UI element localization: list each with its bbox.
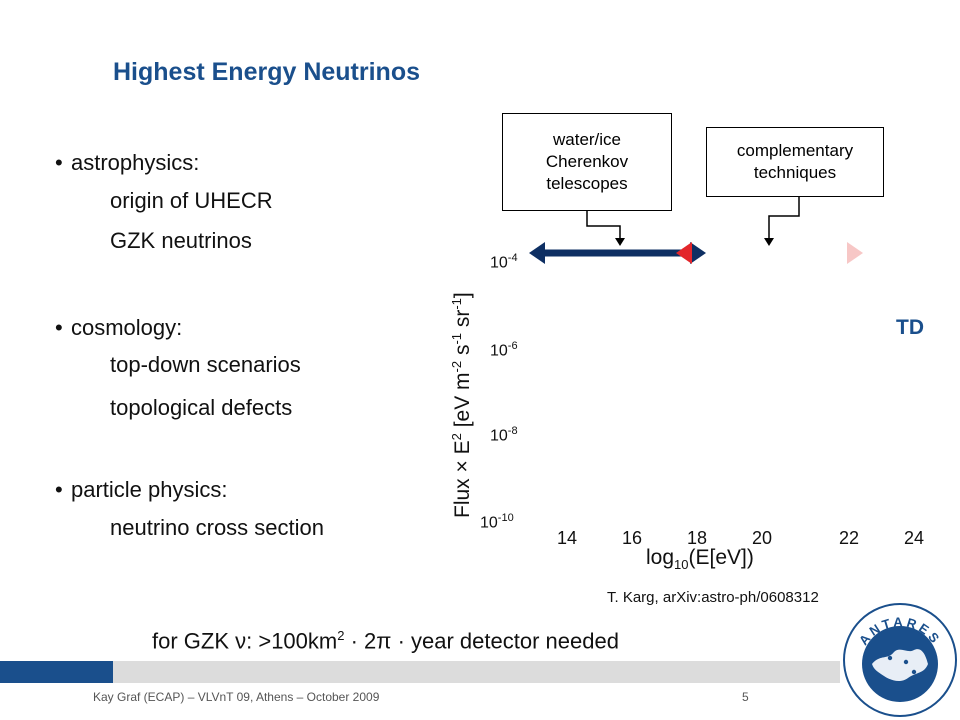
sub-item: neutrino cross section: [110, 515, 324, 540]
figure-reference: T. Karg, arXiv:astro-ph/0608312: [607, 589, 819, 606]
footer-bar: [113, 661, 840, 683]
sub-item: origin of UHECR: [110, 188, 273, 213]
y-tick-label: 10-4: [490, 252, 518, 272]
x-tick-label: 22: [839, 528, 860, 548]
x-axis-label: log10(E[eV]): [646, 546, 754, 573]
bullet-dot: •: [55, 315, 63, 340]
bullet-dot: •: [55, 150, 63, 175]
pi-symbol: π: [376, 628, 392, 654]
bullet-label: cosmology:: [71, 315, 183, 340]
x-tick-label: 18: [687, 528, 708, 548]
callout-line: water/ice: [552, 130, 622, 149]
callout-line: complementary: [736, 141, 854, 160]
red-arrow-head-left: [676, 242, 692, 264]
red-arrow-head-right: [847, 242, 863, 264]
footer-text: Kay Graf (ECAP) – VLVnT 09, Athens – Oct…: [93, 690, 380, 704]
page-number: 5: [742, 690, 749, 704]
callout-complementary: complementary techniques: [706, 127, 884, 197]
bullet-cosmology: • cosmology:: [55, 315, 182, 341]
callout-line: techniques: [753, 163, 837, 182]
nu-symbol: ν: [235, 628, 247, 654]
bullet-particle-physics: • particle physics:: [55, 477, 228, 503]
callout-connector-right-head: [764, 238, 774, 246]
callout-cherenkov: water/ice Cherenkov telescopes: [502, 113, 672, 211]
antares-logo: ANTARES: [843, 603, 957, 717]
bullet-astrophysics: • astrophysics:: [55, 150, 199, 176]
x-tick-label: 16: [622, 528, 643, 548]
y-tick-label: 10-8: [490, 425, 518, 445]
td-label: TD: [896, 316, 924, 339]
callout-line: telescopes: [546, 174, 628, 193]
y-tick-label: 10-10: [480, 512, 514, 532]
x-tick-label: 20: [752, 528, 773, 548]
sub-item: GZK neutrinos: [110, 228, 252, 253]
x-tick-label: 24: [904, 528, 925, 548]
y-tick-label: 10-6: [490, 340, 518, 360]
y-axis-label: Flux × E2 [eV m-2 s-1 sr-1]: [449, 292, 474, 518]
footer-bar-accent: [0, 661, 113, 683]
sub-item: topological defects: [110, 395, 293, 420]
callout-connector-left-head: [615, 238, 625, 246]
callout-line: Cherenkov: [545, 152, 629, 171]
bullet-label: astrophysics:: [71, 150, 200, 175]
bullet-label: particle physics:: [71, 477, 228, 502]
callout-connector-right: [768, 197, 800, 244]
detector-requirement-note: for GZK ν: >100km2 · 2π · year detector …: [152, 628, 619, 654]
blue-arrow-head-left: [529, 242, 545, 264]
bullet-dot: •: [55, 477, 63, 502]
sub-item: top-down scenarios: [110, 352, 301, 377]
x-tick-label: 14: [557, 528, 578, 548]
slide-title: Highest Energy Neutrinos: [113, 58, 420, 86]
callout-connector-left: [586, 211, 621, 244]
